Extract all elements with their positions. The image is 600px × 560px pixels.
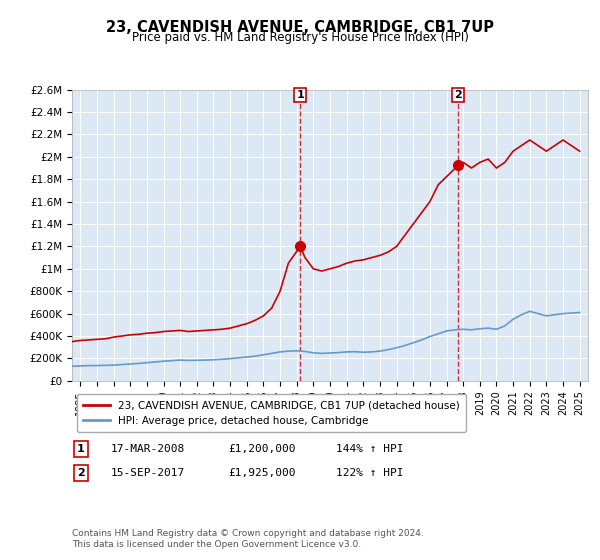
Legend: 23, CAVENDISH AVENUE, CAMBRIDGE, CB1 7UP (detached house), HPI: Average price, d: 23, CAVENDISH AVENUE, CAMBRIDGE, CB1 7UP… [77,394,466,432]
Text: £1,200,000: £1,200,000 [228,444,296,454]
Text: 15-SEP-2017: 15-SEP-2017 [111,468,185,478]
Text: 17-MAR-2008: 17-MAR-2008 [111,444,185,454]
Text: 2: 2 [454,90,462,100]
Text: 1: 1 [296,90,304,100]
Text: 1: 1 [77,444,85,454]
Text: Contains HM Land Registry data © Crown copyright and database right 2024.
This d: Contains HM Land Registry data © Crown c… [72,529,424,549]
Text: 144% ↑ HPI: 144% ↑ HPI [336,444,404,454]
Text: Price paid vs. HM Land Registry's House Price Index (HPI): Price paid vs. HM Land Registry's House … [131,31,469,44]
Text: 2: 2 [77,468,85,478]
Text: 122% ↑ HPI: 122% ↑ HPI [336,468,404,478]
Text: 23, CAVENDISH AVENUE, CAMBRIDGE, CB1 7UP: 23, CAVENDISH AVENUE, CAMBRIDGE, CB1 7UP [106,20,494,35]
Text: £1,925,000: £1,925,000 [228,468,296,478]
